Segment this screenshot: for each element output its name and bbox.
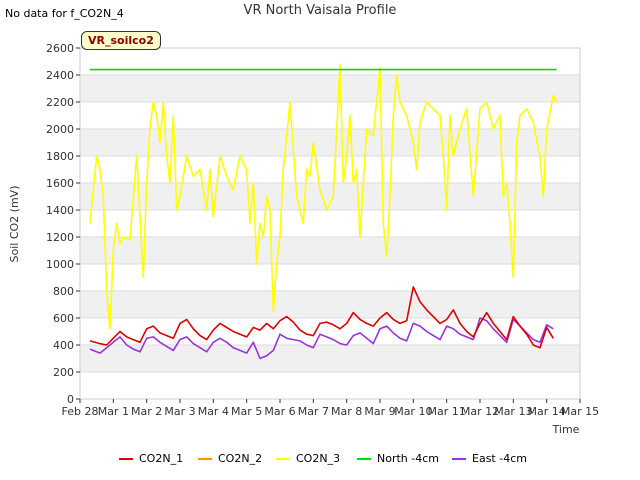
band <box>80 237 580 264</box>
series-line-co2n-1 <box>89 286 554 349</box>
y-axis-ticks: 0 200 400 600 800 1000 1200 1400 1600 1800 2000 220… <box>46 42 80 406</box>
legend-item-east-4cm: East -4cm <box>452 452 527 465</box>
site-badge: VR_soilco2 <box>81 31 161 50</box>
y-tick-label: 1600 <box>46 177 74 190</box>
legend-swatch <box>452 458 466 460</box>
y-tick-label: 1000 <box>46 258 74 271</box>
y-tick-label: 2000 <box>46 123 74 136</box>
y-tick-label: 200 <box>53 366 74 379</box>
x-tick-label: Mar 2 <box>131 405 162 418</box>
x-tick-label: Mar 14 <box>528 405 566 418</box>
y-tick-label: 1400 <box>46 204 74 217</box>
x-tick-label: Mar 13 <box>494 405 532 418</box>
x-tick-label: Mar 5 <box>231 405 262 418</box>
x-tick-label: Mar 1 <box>98 405 129 418</box>
y-tick-label: 600 <box>53 312 74 325</box>
band <box>80 183 580 210</box>
x-tick-label: Mar 4 <box>198 405 229 418</box>
x-tick-label: Mar 3 <box>164 405 195 418</box>
x-tick-label: Mar 7 <box>298 405 329 418</box>
legend-label: CO2N_3 <box>296 452 341 465</box>
plot-area <box>79 47 581 400</box>
y-tick-label: 1200 <box>46 231 74 244</box>
legend-swatch <box>276 458 290 460</box>
x-tick-label: Mar 6 <box>264 405 295 418</box>
series-lines <box>89 63 558 360</box>
y-tick-label: 0 <box>67 393 74 406</box>
y-tick-label: 2400 <box>46 69 74 82</box>
y-tick-label: 800 <box>53 285 74 298</box>
legend-item-north-4cm: North -4cm <box>357 452 439 465</box>
x-tick-label: Mar 15 <box>561 405 599 418</box>
band <box>80 291 580 318</box>
y-tick-label: 2200 <box>46 96 74 109</box>
legend-item-co2n-2: CO2N_2 <box>198 452 262 465</box>
x-tick-label: Mar 10 <box>394 405 432 418</box>
x-tick-label: Mar 11 <box>428 405 466 418</box>
legend-label: CO2N_2 <box>218 452 263 465</box>
legend-label: North -4cm <box>377 452 439 465</box>
x-axis-label: Time <box>552 423 580 436</box>
no-data-note: No data for f_CO2N_4 <box>5 7 124 20</box>
legend-swatch <box>357 458 371 460</box>
y-tick-label: 1800 <box>46 150 74 163</box>
y-tick-label: 2600 <box>46 42 74 55</box>
x-tick-label: Mar 8 <box>331 405 362 418</box>
legend-label: East -4cm <box>472 452 527 465</box>
legend-swatch <box>198 458 212 460</box>
legend-item-co2n-1: CO2N_1 <box>119 452 183 465</box>
x-axis-ticks: Feb 28 Mar 1 Mar 2 Mar 3 Mar 4 Mar 5 Mar 6 Mar … <box>62 399 599 418</box>
x-tick-label: Mar 12 <box>461 405 499 418</box>
band <box>80 129 580 156</box>
legend-label: CO2N_1 <box>139 452 184 465</box>
series-line-co2n-3 <box>89 63 558 330</box>
y-tick-label: 400 <box>53 339 74 352</box>
legend-swatch <box>119 458 133 460</box>
x-tick-label: Feb 28 <box>62 405 99 418</box>
chart-title: VR North Vaisala Profile <box>243 3 397 18</box>
y-axis-label: Soil CO2 (mV) <box>8 186 21 263</box>
legend-item-co2n-3: CO2N_3 <box>276 452 340 465</box>
band <box>80 75 580 102</box>
legend: CO2N_1 CO2N_2 CO2N_3 North -4cm East -4cm <box>0 452 640 470</box>
plot-background-bands <box>80 75 580 372</box>
band <box>80 345 580 372</box>
x-tick-label: Mar 9 <box>364 405 395 418</box>
